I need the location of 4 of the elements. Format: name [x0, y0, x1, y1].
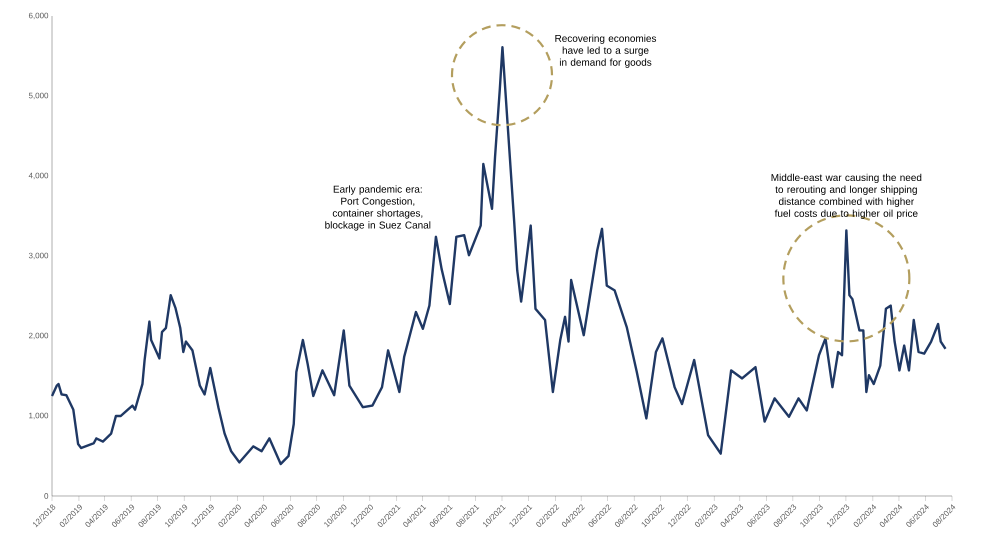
annotation: Middle-east war causing the need to rerouting and longer shipping distance combined with higher fuel costs due to higher oil price — [772, 174, 922, 219]
annotation: Recovering economies have led to a surge in demand for goods — [555, 34, 656, 68]
line-series — [50, 46, 947, 466]
annotation: Early pandemic era: Port Congestion, container shortages, blockage in Suez Canal — [325, 185, 430, 231]
